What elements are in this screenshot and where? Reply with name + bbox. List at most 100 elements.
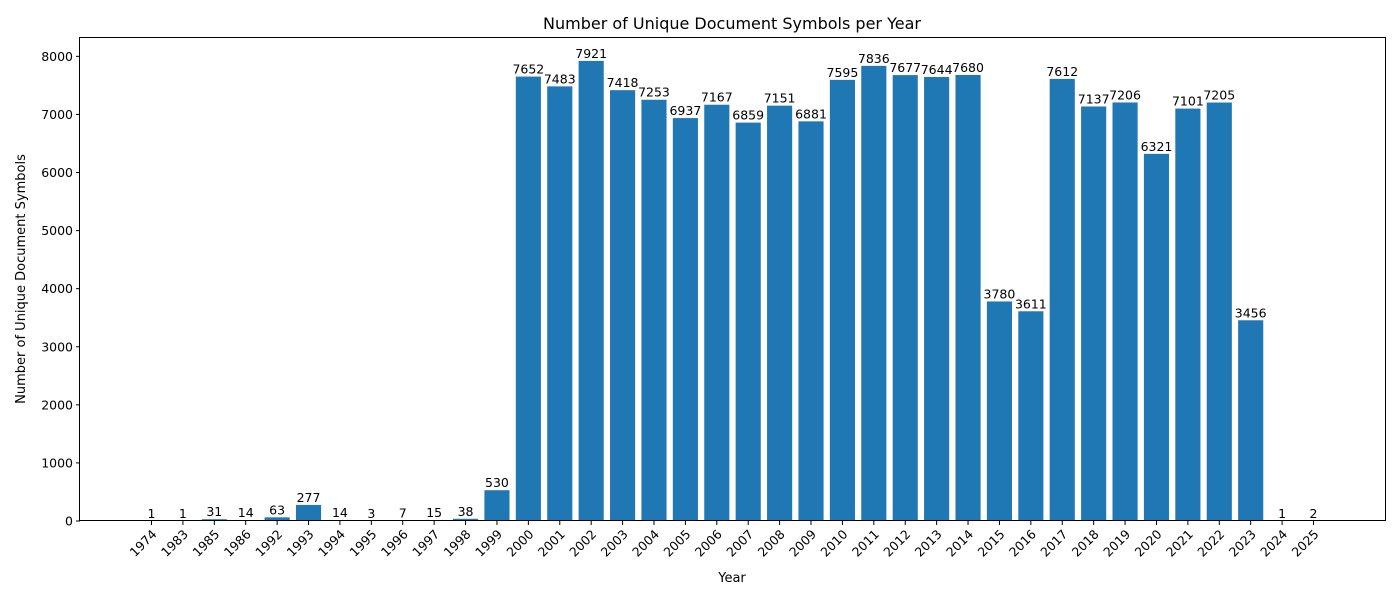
bar-2002 — [578, 60, 604, 521]
data-label-2014: 7680 — [952, 60, 984, 75]
bar-1992 — [264, 517, 290, 521]
bar-2006 — [704, 104, 730, 521]
bar-2013 — [924, 77, 950, 521]
x-tick-label-2019: 2019 — [1100, 526, 1133, 559]
data-label-2006: 7167 — [701, 90, 733, 105]
x-tick-label-2021: 2021 — [1163, 527, 1196, 560]
x-tick-label-2009: 2009 — [786, 526, 819, 559]
y-tick-label-1000: 1000 — [41, 455, 73, 470]
data-label-2000: 7652 — [512, 62, 544, 77]
data-label-1992: 63 — [269, 502, 285, 517]
y-tick-label-6000: 6000 — [41, 165, 73, 180]
x-tick-label-2002: 2002 — [566, 527, 599, 560]
bar-2005 — [672, 118, 698, 521]
data-label-1985: 31 — [206, 504, 222, 519]
x-tick-label-2014: 2014 — [943, 526, 976, 559]
data-label-1996: 7 — [399, 506, 407, 521]
x-tick-label-2010: 2010 — [817, 526, 850, 559]
x-tick-label-2001: 2001 — [535, 527, 568, 560]
bar-2003 — [610, 90, 636, 521]
data-label-1993: 277 — [297, 490, 321, 505]
bars-layer — [138, 60, 1327, 522]
data-label-1997: 15 — [426, 505, 442, 520]
x-tick-label-1974: 1974 — [127, 526, 160, 559]
bar-2021 — [1175, 108, 1201, 521]
x-tick-label-2024: 2024 — [1257, 526, 1290, 559]
data-label-2001: 7483 — [544, 71, 576, 86]
bar-2012 — [892, 75, 918, 522]
bar-2016 — [1018, 311, 1044, 521]
y-tick-label-0: 0 — [65, 514, 73, 529]
bar-2015 — [986, 301, 1012, 521]
data-label-2010: 7595 — [827, 65, 859, 80]
x-tick-label-1983: 1983 — [158, 527, 191, 560]
data-label-2019: 7206 — [1109, 87, 1141, 102]
y-axis-label: Number of Unique Document Symbols — [14, 154, 29, 404]
data-label-1974: 1 — [148, 506, 156, 521]
data-label-2013: 7644 — [921, 62, 953, 77]
x-tick-label-2020: 2020 — [1131, 526, 1164, 559]
x-tick-label-2007: 2007 — [723, 527, 756, 560]
chart-title: Number of Unique Document Symbols per Ye… — [543, 14, 921, 33]
x-tick-label-1999: 1999 — [472, 526, 505, 559]
x-tick-label-1993: 1993 — [284, 527, 317, 560]
y-tick-label-5000: 5000 — [41, 223, 73, 238]
plot-frame — [79, 37, 1386, 521]
x-tick-label-2023: 2023 — [1226, 527, 1259, 560]
data-label-2009: 6881 — [795, 106, 827, 121]
x-tick-label-2015: 2015 — [974, 527, 1007, 560]
x-tick-label-1992: 1992 — [252, 527, 285, 560]
x-tick-label-2011: 2011 — [849, 527, 882, 560]
bar-2022 — [1206, 102, 1232, 521]
data-label-2017: 7612 — [1046, 64, 1078, 79]
bar-1993 — [295, 504, 322, 521]
data-label-2008: 7151 — [764, 91, 796, 106]
bar-2001 — [547, 86, 573, 521]
data-label-1983: 1 — [179, 506, 187, 521]
x-tick-label-1995: 1995 — [346, 527, 379, 560]
y-tick-label-7000: 7000 — [41, 107, 73, 122]
data-label-2007: 6859 — [732, 108, 764, 123]
bar-2019 — [1112, 102, 1138, 521]
x-tick-label-2025: 2025 — [1289, 527, 1322, 560]
data-label-2023: 3456 — [1235, 305, 1267, 320]
data-label-2022: 7205 — [1203, 88, 1235, 103]
x-tick-label-1994: 1994 — [315, 526, 348, 559]
x-tick-label-2017: 2017 — [1037, 527, 1070, 560]
bar-2017 — [1049, 78, 1075, 521]
data-label-1995: 3 — [367, 506, 375, 521]
data-label-2011: 7836 — [858, 51, 890, 66]
x-tick-label-2004: 2004 — [629, 526, 662, 559]
x-tick-label-2022: 2022 — [1194, 527, 1227, 560]
data-label-1994: 14 — [332, 505, 348, 520]
data-label-2004: 7253 — [638, 85, 670, 100]
data-label-2012: 7677 — [889, 60, 921, 75]
bar-2018 — [1081, 106, 1107, 521]
data-label-1999: 530 — [485, 475, 509, 490]
data-label-2002: 7921 — [575, 46, 607, 61]
x-tick-label-2000: 2000 — [503, 526, 536, 559]
bar-2023 — [1238, 320, 1264, 521]
bar-2004 — [641, 99, 667, 522]
data-label-1986: 14 — [238, 505, 254, 520]
data-label-2003: 7418 — [607, 75, 639, 90]
x-tick-label-2003: 2003 — [598, 527, 631, 560]
bar-2009 — [798, 121, 824, 521]
data-label-1998: 38 — [458, 504, 474, 519]
x-tick-label-2018: 2018 — [1069, 526, 1102, 559]
bar-1998 — [452, 518, 479, 521]
y-tick-label-3000: 3000 — [41, 339, 73, 354]
x-tick-label-2006: 2006 — [692, 526, 725, 559]
bar-2014 — [955, 74, 981, 521]
x-tick-label-1985: 1985 — [189, 527, 222, 560]
y-tick-label-4000: 4000 — [41, 281, 73, 296]
bar-2007 — [735, 122, 761, 522]
x-tick-label-2005: 2005 — [660, 527, 693, 560]
x-tick-label-2016: 2016 — [1006, 526, 1039, 559]
y-tick-label-8000: 8000 — [41, 49, 73, 64]
x-axis-label: Year — [717, 571, 746, 586]
data-label-2015: 3780 — [984, 286, 1016, 301]
x-tick-label-1986: 1986 — [221, 526, 254, 559]
